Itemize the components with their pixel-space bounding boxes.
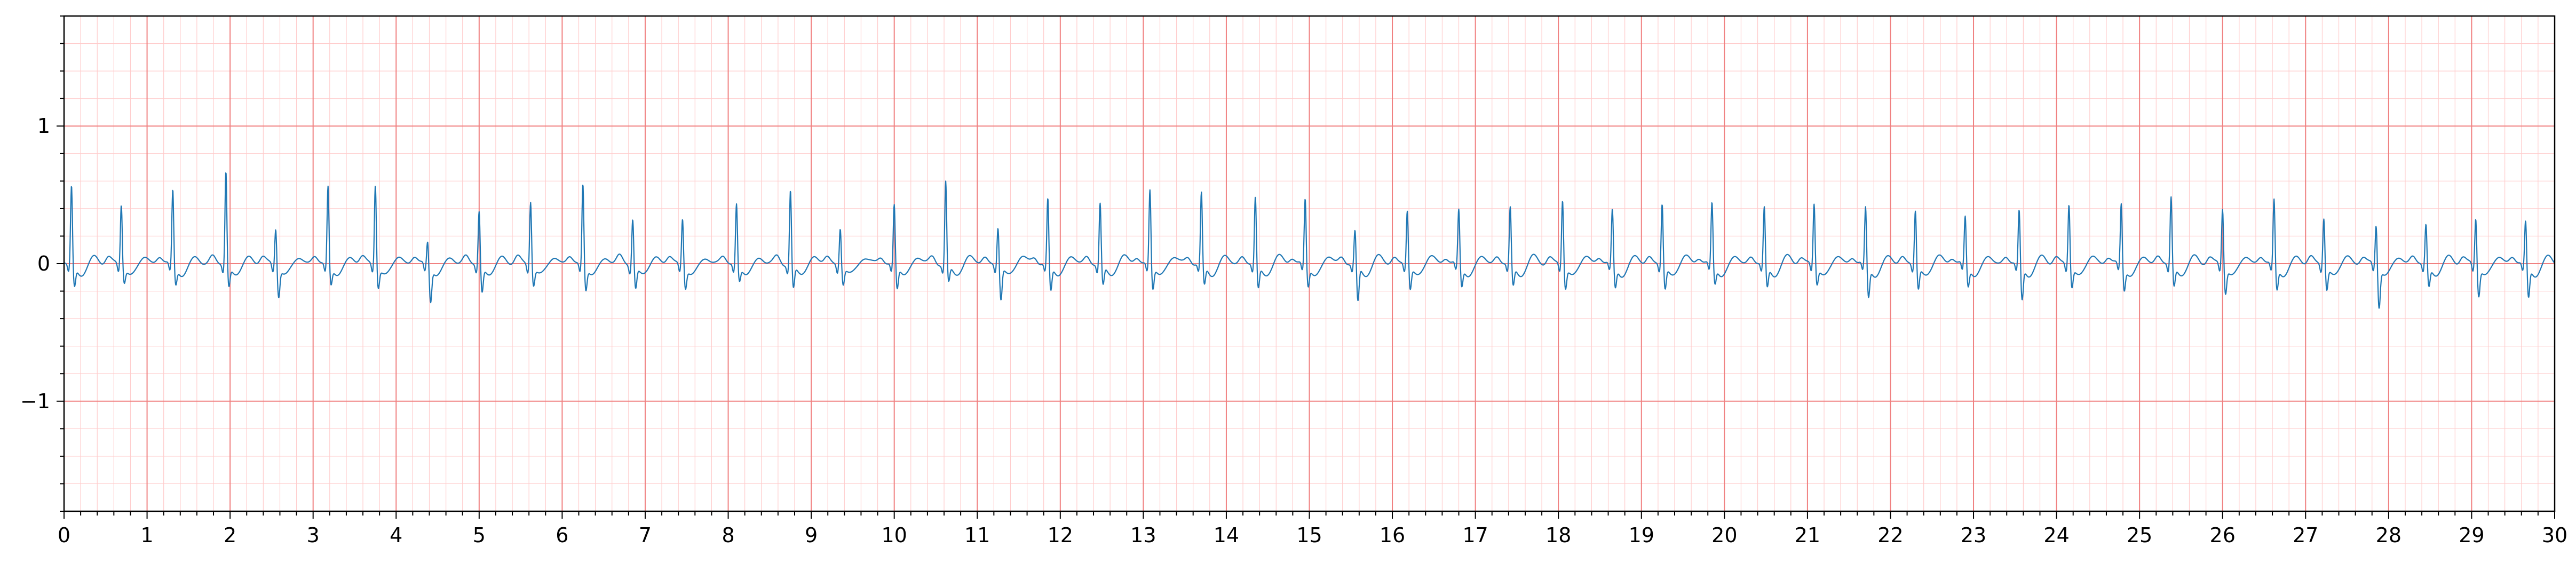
x-tick-label: 0 xyxy=(58,524,70,547)
y-tick-label: −1 xyxy=(20,390,50,413)
x-tick-label: 3 xyxy=(307,524,320,547)
x-tick-label: 17 xyxy=(1462,524,1488,547)
y-tick-label: 0 xyxy=(37,252,50,275)
x-tick-label: 25 xyxy=(2127,524,2152,547)
x-tick-label: 5 xyxy=(473,524,486,547)
x-tick-label: 9 xyxy=(805,524,818,547)
x-tick-label: 20 xyxy=(1711,524,1737,547)
x-tick-label: 4 xyxy=(390,524,402,547)
major-grid xyxy=(64,16,2555,511)
x-tick-label: 19 xyxy=(1629,524,1654,547)
x-tick-label: 12 xyxy=(1048,524,1073,547)
x-tick-label: 11 xyxy=(964,524,990,547)
y-axis: 1 0 −1 xyxy=(20,15,64,512)
ecg-trace xyxy=(64,172,2555,309)
x-tick-label: 22 xyxy=(1877,524,1903,547)
x-tick-label: 8 xyxy=(722,524,734,547)
x-tick-label: 28 xyxy=(2376,524,2401,547)
x-tick-label: 2 xyxy=(224,524,236,547)
x-tick-label: 24 xyxy=(2043,524,2069,547)
x-tick-label: 16 xyxy=(1380,524,1405,547)
x-tick-label: 21 xyxy=(1795,524,1820,547)
x-tick-label: 30 xyxy=(2542,524,2567,547)
x-tick-label: 29 xyxy=(2459,524,2484,547)
x-tick-label: 13 xyxy=(1130,524,1156,547)
x-tick-label: 27 xyxy=(2293,524,2318,547)
x-tick-label: 7 xyxy=(639,524,652,547)
x-tick-label: 6 xyxy=(556,524,568,547)
x-tick-label: 10 xyxy=(881,524,907,547)
x-tick-label: 23 xyxy=(1961,524,1986,547)
x-tick-label: 18 xyxy=(1545,524,1571,547)
x-tick-label: 15 xyxy=(1296,524,1322,547)
x-tick-label: 26 xyxy=(2210,524,2236,547)
x-tick-label: 14 xyxy=(1214,524,1239,547)
x-tick-label: 1 xyxy=(140,524,153,547)
x-axis: 0 1 2 3 4 5 6 7 8 9 10 11 12 13 14 15 16 17 18 19 20 21 22 23 24… xyxy=(58,511,2567,547)
y-tick-label: 1 xyxy=(37,114,50,138)
